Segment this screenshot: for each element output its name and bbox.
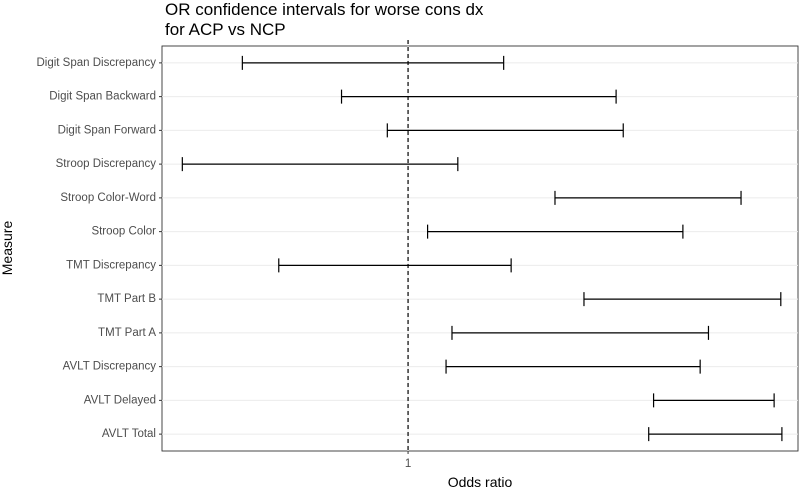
error-bar	[278, 258, 512, 273]
error-bar	[648, 427, 783, 442]
x-axis-title: Odds ratio	[448, 474, 513, 490]
error-bar	[445, 359, 701, 374]
plot-grid	[161, 45, 799, 452]
error-bar	[451, 325, 710, 340]
error-bar	[652, 393, 775, 408]
y-axis-tick-label: Digit Span Backward	[49, 91, 156, 103]
error-bar	[554, 190, 742, 205]
error-bar	[426, 224, 684, 239]
y-axis-tick-label: Digit Span Forward	[58, 124, 156, 136]
y-axis-tick-label: AVLT Total	[102, 428, 156, 440]
error-bar	[386, 123, 624, 138]
y-axis-tick-label: TMT Part B	[97, 293, 156, 305]
y-axis-tick-label: TMT Part A	[98, 327, 156, 339]
error-bar	[241, 55, 505, 70]
y-axis-title: Measure	[0, 221, 15, 276]
error-bar	[181, 157, 459, 172]
y-axis-tick-label: AVLT Discrepancy	[63, 361, 157, 373]
error-bars	[181, 55, 783, 442]
y-axis-tick-labels: Digit Span Discrepancy Digit Span Backwar…	[36, 57, 162, 440]
y-axis-tick-label: Stroop Discrepancy	[56, 158, 157, 170]
plot-panel-border	[161, 45, 799, 452]
x-axis-tick-labels: 1	[405, 451, 411, 470]
y-axis-tick-label: Digit Span Discrepancy	[36, 57, 156, 69]
chart-title-line-1: OR confidence intervals for worse cons d…	[165, 0, 484, 19]
y-axis-tick-label: Stroop Color	[91, 226, 156, 238]
error-bar	[340, 89, 617, 104]
y-axis-tick-label: AVLT Delayed	[84, 394, 156, 406]
chart-title-line-2: for ACP vs NCP	[165, 20, 286, 39]
error-bar	[583, 292, 782, 307]
x-axis-tick-label: 1	[405, 458, 411, 470]
y-axis-tick-label: TMT Discrepancy	[66, 259, 156, 271]
y-axis-tick-label: Stroop Color-Word	[60, 192, 156, 204]
